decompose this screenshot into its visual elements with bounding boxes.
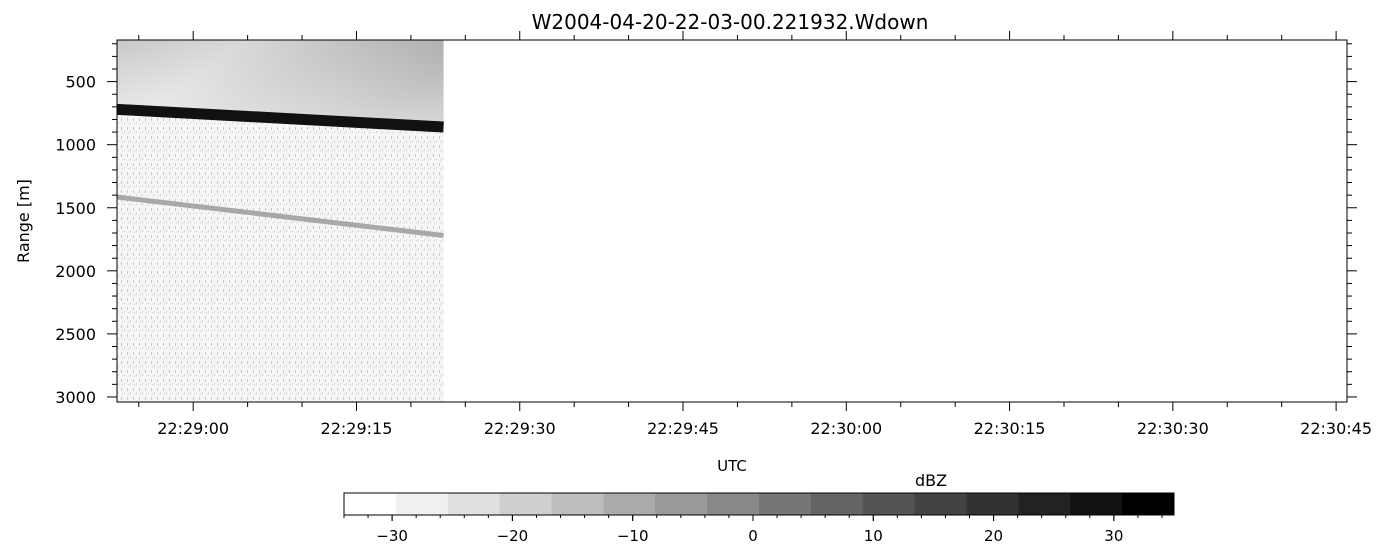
colorbar-segment <box>862 493 916 515</box>
colorbar-segment <box>707 493 760 515</box>
strong-echo-layer <box>117 103 444 133</box>
plot-frame <box>116 39 1348 403</box>
colorbar-tick-labels: −30 −20 −10 0 10 20 30 <box>376 527 1123 545</box>
colorbar-frame <box>343 492 1175 516</box>
colorbar-segment <box>447 493 501 515</box>
plot-area <box>116 39 1348 403</box>
y-tick-label: 2500 <box>55 325 96 344</box>
y-tick-label: 2000 <box>55 262 96 281</box>
data-region <box>117 40 444 402</box>
colorbar-segment <box>1070 493 1123 515</box>
y-tick-label: 1000 <box>55 136 96 155</box>
y-axis-tick-labels: 500 1000 1500 2000 2500 3000 <box>55 73 96 407</box>
colorbar-segment <box>344 493 397 515</box>
colorbar-tick-label: 20 <box>984 527 1003 545</box>
colorbar-tick-label: 10 <box>864 527 883 545</box>
colorbar: dBZ −30 −20 −10 0 10 20 30 <box>343 471 1175 545</box>
x-tick-label: 22:30:30 <box>1137 419 1209 438</box>
x-tick-label: 22:30:15 <box>974 419 1046 438</box>
x-axis-ticks <box>138 31 1337 411</box>
colorbar-label: dBZ <box>915 471 947 490</box>
colorbar-tick-label: −20 <box>497 527 529 545</box>
colorbar-segment <box>499 493 552 515</box>
colorbar-tick-label: −30 <box>376 527 408 545</box>
colorbar-segment <box>1018 493 1071 515</box>
x-tick-label: 22:30:00 <box>810 419 882 438</box>
colorbar-segment <box>655 493 708 515</box>
x-tick-label: 22:30:45 <box>1300 419 1372 438</box>
colorbar-segment <box>1122 493 1175 515</box>
colorbar-segment <box>810 493 864 515</box>
x-axis-tick-labels: 22:29:00 22:29:15 22:29:30 22:29:45 22:30:00… <box>157 419 1372 438</box>
colorbar-segment <box>551 493 604 515</box>
x-tick-label: 22:29:45 <box>647 419 719 438</box>
colorbar-ticks <box>343 515 1163 521</box>
lower-noise-region <box>117 109 444 402</box>
colorbar-tick-label: −10 <box>617 527 649 545</box>
colorbar-segments <box>344 493 1175 515</box>
upper-echo-fade <box>117 40 444 128</box>
chart-title: W2004-04-20-22-03-00.221932.Wdown <box>532 10 929 34</box>
colorbar-segment <box>603 493 656 515</box>
colorbar-segment <box>966 493 1019 515</box>
y-axis-label: Range [m] <box>14 179 33 263</box>
colorbar-segment <box>759 493 812 515</box>
colorbar-segment <box>914 493 967 515</box>
x-tick-label: 22:29:30 <box>484 419 556 438</box>
colorbar-tick-label: 30 <box>1104 527 1123 545</box>
colorbar-tick-label: 0 <box>748 527 758 545</box>
x-axis-label: UTC <box>717 457 747 475</box>
weak-echo-layer <box>117 194 444 238</box>
y-tick-label: 3000 <box>55 388 96 407</box>
colorbar-segment <box>395 493 449 515</box>
y-tick-label: 1500 <box>55 199 96 218</box>
x-tick-label: 22:29:00 <box>157 419 229 438</box>
y-axis-ticks <box>107 43 1357 398</box>
y-tick-label: 500 <box>65 73 96 92</box>
x-tick-label: 22:29:15 <box>321 419 393 438</box>
